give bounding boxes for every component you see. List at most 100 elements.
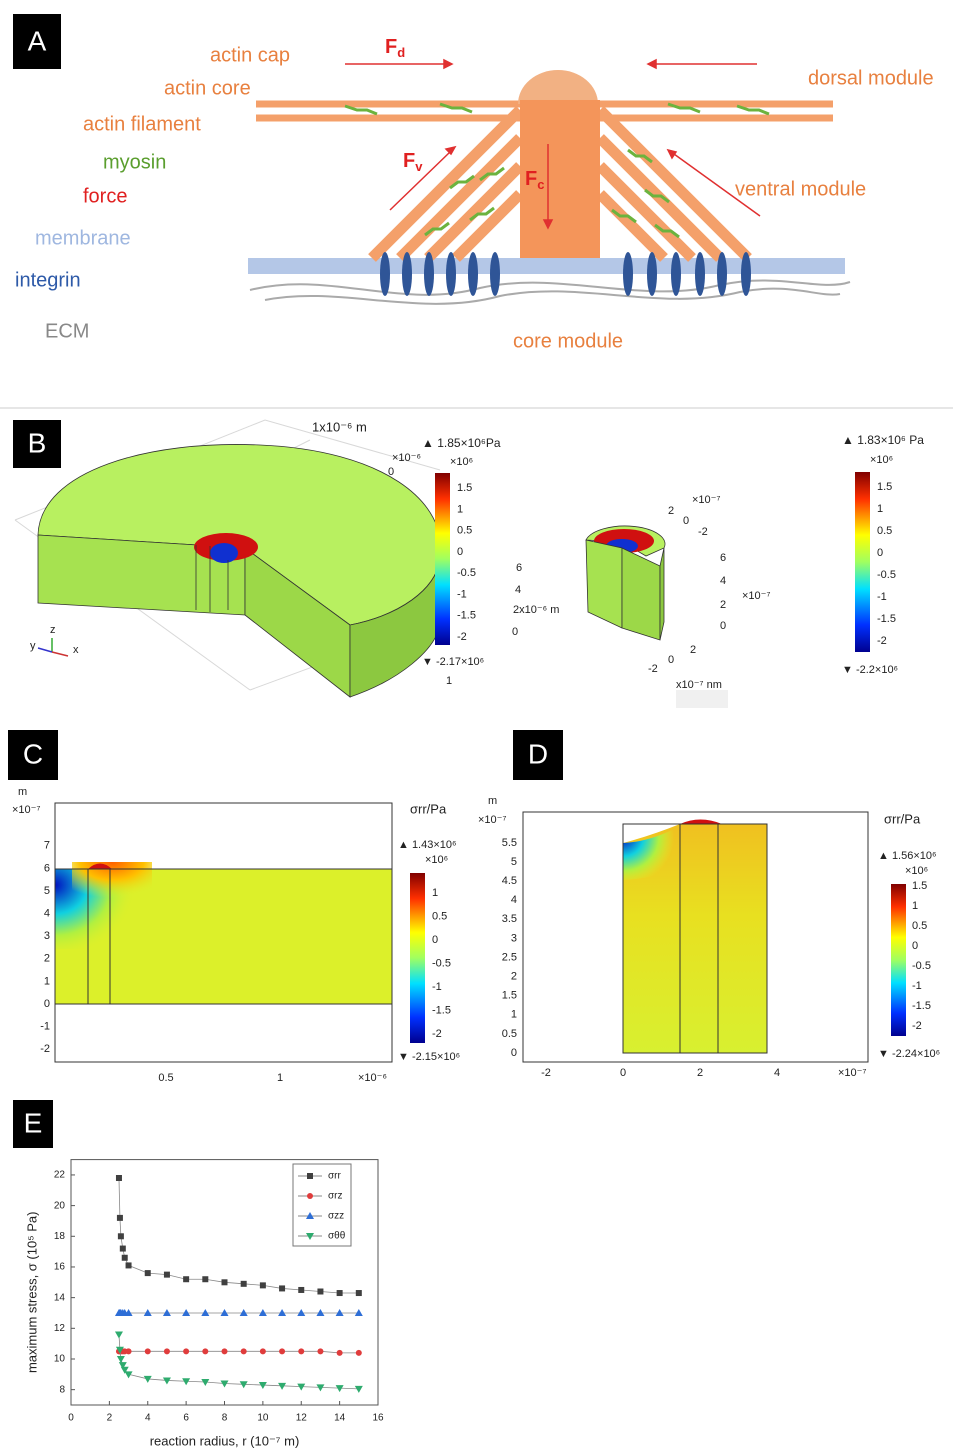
- x-tick-label: 2: [107, 1413, 113, 1424]
- colorbar-min: ▼ -2.2×10⁶: [842, 664, 898, 676]
- y-tick-label: 3: [44, 930, 50, 942]
- axis-text: 6: [516, 562, 522, 574]
- x-tick-label: 1: [277, 1072, 283, 1084]
- marker: [355, 1386, 363, 1393]
- y-tick-label: 1: [511, 1009, 517, 1021]
- colorbar-scale: ×10⁶: [450, 456, 473, 468]
- colorbar-tick: -1: [877, 591, 887, 603]
- marker: [241, 1348, 247, 1354]
- y-tick-label: 5: [511, 856, 517, 868]
- axis-text: ×10⁻⁷: [692, 494, 720, 506]
- marker: [118, 1233, 124, 1239]
- y-tick-label: 16: [54, 1262, 66, 1273]
- x-tick-label: 4: [145, 1413, 151, 1424]
- cylinder-side: [660, 548, 664, 640]
- axis-text: ×10⁻⁷: [742, 590, 770, 602]
- y-tick-label: 5: [44, 885, 50, 897]
- colorbar-tick: -0.5: [432, 957, 451, 969]
- colorbar-tick: 0: [877, 547, 883, 559]
- colorbar: [891, 884, 906, 1036]
- colorbar-tick: 0: [912, 940, 918, 952]
- colorbar-title: σrr/Pa: [410, 801, 447, 816]
- colorbar-tick: -0.5: [877, 569, 896, 581]
- panel-label: C: [23, 738, 43, 769]
- colorbar-tick: 1.5: [877, 481, 892, 493]
- marker: [126, 1348, 132, 1354]
- colorbar-max: ▲ 1.43×10⁶: [398, 839, 457, 851]
- y-tick-label: 22: [54, 1170, 66, 1181]
- marker: [317, 1348, 323, 1354]
- axis-unit: m: [18, 786, 27, 798]
- legend-item: actin cap: [210, 44, 290, 66]
- marker: [307, 1173, 313, 1179]
- colorbar-tick: -2: [457, 631, 467, 643]
- marker: [144, 1309, 152, 1316]
- axis-scale: ×10⁻⁶: [358, 1072, 387, 1084]
- colorbar-title: σrr/Pa: [884, 811, 921, 826]
- y-tick-label: 1: [44, 975, 50, 987]
- marker: [202, 1276, 208, 1282]
- x-axis-label: reaction radius, r (10⁻⁷ m): [150, 1433, 300, 1448]
- panel-d: D m×10⁻⁷×10⁻⁷5.554.543.532.521.510.50-20…: [478, 730, 940, 1079]
- module-label: dorsal module: [808, 67, 934, 89]
- legend-item: integrin: [15, 269, 81, 291]
- axis-triad: [38, 638, 68, 656]
- x-tick-label: 10: [257, 1413, 269, 1424]
- colorbar-tick: 0.5: [432, 910, 447, 922]
- y-tick-label: 10: [54, 1354, 66, 1365]
- colorbar-tick: -2: [912, 1020, 922, 1032]
- marker: [164, 1272, 170, 1278]
- colorbar-min: ▼ -2.17×10⁶: [422, 656, 484, 668]
- y-tick-label: 0: [511, 1047, 517, 1059]
- marker: [241, 1281, 247, 1287]
- marker: [183, 1276, 189, 1282]
- axis-text: -2: [698, 526, 708, 538]
- marker: [278, 1309, 286, 1316]
- axis-text: 0: [668, 654, 674, 666]
- marker: [317, 1289, 323, 1295]
- series-line: [119, 1178, 359, 1293]
- x-tick-label: -2: [541, 1067, 551, 1079]
- colorbar-tick: 0.5: [877, 525, 892, 537]
- y-tick-label: 6: [44, 862, 50, 874]
- marker: [316, 1309, 324, 1316]
- y-tick-label: 5.5: [502, 837, 517, 849]
- legend-label: σrr: [328, 1171, 342, 1182]
- marker: [337, 1350, 343, 1356]
- legend-item: myosin: [103, 151, 166, 173]
- legend-item: membrane: [35, 227, 131, 249]
- y-tick-label: 4: [511, 894, 517, 906]
- ecm-fiber: [265, 289, 840, 304]
- module-label: core module: [513, 330, 623, 352]
- panel-label: A: [28, 25, 47, 56]
- axis-text: 2: [720, 599, 726, 611]
- marker: [298, 1348, 304, 1354]
- marker: [116, 1175, 122, 1181]
- marker: [259, 1309, 267, 1316]
- marker: [126, 1262, 132, 1268]
- y-tick-label: 20: [54, 1200, 66, 1211]
- y-tick-label: 2: [44, 953, 50, 965]
- x-tick-label: 2: [697, 1067, 703, 1079]
- y-tick-label: 2: [511, 971, 517, 983]
- marker: [355, 1309, 363, 1316]
- cylinder-face: [622, 548, 660, 640]
- colorbar-scale: ×10⁶: [905, 865, 928, 877]
- axis-scale: ×10⁻⁷: [838, 1067, 866, 1079]
- force-symbol: F: [403, 150, 415, 172]
- marker: [122, 1255, 128, 1261]
- y-tick-label: -1: [40, 1021, 50, 1033]
- colorbar-tick: 1.5: [912, 880, 927, 892]
- marker: [260, 1348, 266, 1354]
- colorbar-max: ▲ 1.56×10⁶: [878, 850, 937, 862]
- y-tick-label: 12: [54, 1323, 66, 1334]
- marker: [221, 1309, 229, 1316]
- series-line: [119, 1334, 359, 1388]
- y-tick-label: 8: [59, 1384, 65, 1395]
- axis-scale: ×10⁻⁷: [478, 814, 506, 826]
- colorbar-tick: -1: [432, 981, 442, 993]
- axis-text: z: [50, 624, 56, 636]
- x-tick-label: 0.5: [158, 1072, 173, 1084]
- force-symbol: F: [525, 168, 537, 190]
- colorbar-min: ▼ -2.24×10⁶: [878, 1048, 940, 1060]
